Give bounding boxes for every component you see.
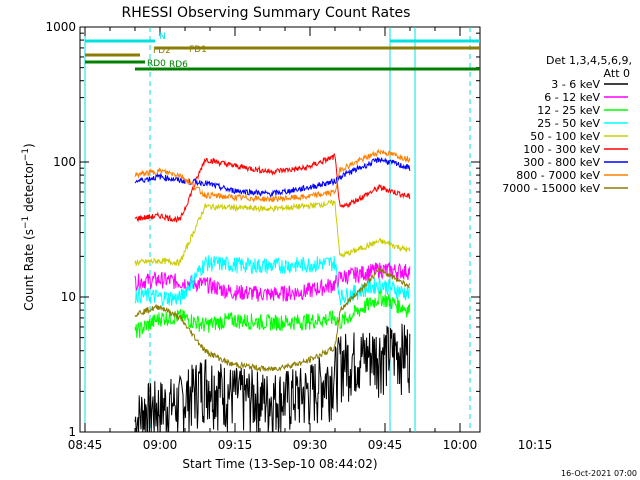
plot-frame xyxy=(79,26,481,433)
legend-header-line-1: Det 1,3,4,5,6,9, xyxy=(546,54,632,67)
x-tick-label: 09:00 xyxy=(143,438,178,452)
legend-label: 50 - 100 keV xyxy=(530,130,600,143)
flag-label: RD0 xyxy=(147,59,166,69)
flag-label: FD1 xyxy=(189,45,207,55)
x-tick-label: 10:15 xyxy=(518,438,553,452)
legend-label: 100 - 300 keV xyxy=(523,143,600,156)
series-line xyxy=(134,148,411,203)
chart-title: RHESSI Observing Summary Count Rates xyxy=(122,5,411,21)
x-tick-label: 10:00 xyxy=(443,438,478,452)
legend-label: 6 - 12 keV xyxy=(544,91,600,104)
flag-label: FD2 xyxy=(153,46,171,56)
series-line xyxy=(134,323,411,433)
legend-label: 3 - 6 keV xyxy=(551,78,600,91)
series-line xyxy=(134,289,411,338)
legend-label: 300 - 800 keV xyxy=(523,156,600,169)
legend-label: 800 - 7000 keV xyxy=(516,169,600,182)
x-tick-label: 09:30 xyxy=(293,438,328,452)
x-axis-label: Start Time (13-Sep-10 08:44:02) xyxy=(182,457,377,471)
y-tick-label: 1000 xyxy=(45,20,76,34)
legend-label: 7000 - 15000 keV xyxy=(502,182,600,195)
series-line xyxy=(134,152,411,223)
legend-label: 25 - 50 keV xyxy=(537,117,600,130)
legend-header-line-2: Att 0 xyxy=(604,67,630,80)
y-tick-label: 100 xyxy=(53,155,76,169)
x-tick-label: 08:45 xyxy=(68,438,103,452)
series-line xyxy=(134,199,411,267)
series-line xyxy=(134,157,411,198)
series-line xyxy=(134,261,411,302)
legend-label: 12 - 25 keV xyxy=(537,104,600,117)
flag-label: RD6 xyxy=(169,60,188,70)
x-tick-label: 09:45 xyxy=(368,438,403,452)
y-tick-label: 1 xyxy=(68,425,76,439)
series-line xyxy=(134,267,411,373)
flag-label: N xyxy=(159,32,166,42)
x-tick-label: 09:15 xyxy=(218,438,253,452)
y-axis-label: Count Rate (s−1 detector−1) xyxy=(21,143,36,310)
y-tick-label: 10 xyxy=(61,290,76,304)
footer-date: 16-Oct-2021 07:00 xyxy=(561,469,637,478)
